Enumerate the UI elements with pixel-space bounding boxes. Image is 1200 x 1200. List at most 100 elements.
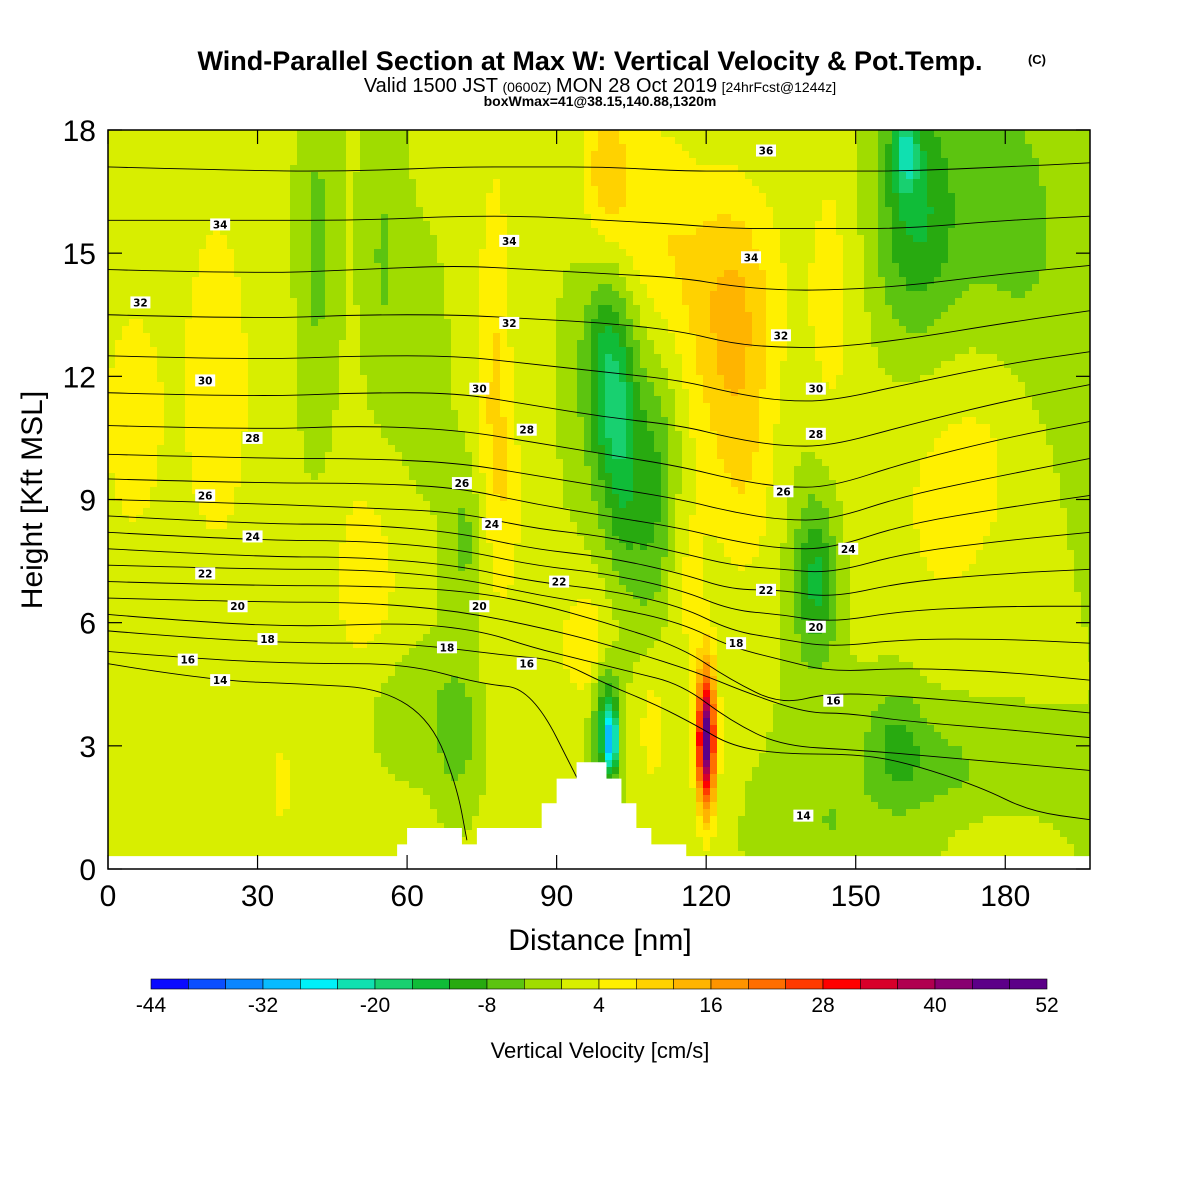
w-cell [479,256,487,264]
w-cell [381,207,389,215]
w-cell [458,137,466,145]
w-cell [906,270,914,278]
w-cell [990,214,998,222]
w-cell [360,270,368,278]
w-cell [682,186,690,194]
w-cell [850,172,858,180]
w-cell [234,284,242,292]
w-cell [325,165,333,173]
w-cell [829,284,837,292]
w-cell [325,298,333,306]
w-cell [451,333,459,341]
w-cell [248,284,256,292]
w-cell [108,256,116,264]
w-cell [934,137,942,145]
w-cell [297,368,305,376]
w-cell [185,375,193,383]
w-cell [171,305,179,313]
w-cell [1081,221,1089,229]
w-cell [1046,221,1054,229]
w-cell [934,298,942,306]
w-cell [276,137,284,145]
w-cell [1018,165,1026,173]
w-cell [269,270,277,278]
w-cell [332,144,340,152]
w-cell [1004,298,1012,306]
w-cell [360,326,368,334]
w-cell [1081,361,1089,369]
w-cell [269,179,277,187]
w-cell [815,312,823,320]
w-cell [780,158,788,166]
w-cell [304,284,312,292]
w-cell [206,200,214,208]
w-cell [150,291,158,299]
w-cell [843,340,851,348]
w-cell [983,263,991,271]
w-cell [395,200,403,208]
w-cell [528,319,536,327]
w-cell [1039,361,1047,369]
w-cell [752,179,760,187]
w-cell [185,368,193,376]
w-cell [514,340,522,348]
w-cell [647,256,655,264]
w-cell [528,347,536,355]
w-cell [969,333,977,341]
w-cell [1074,284,1082,292]
w-cell [465,193,473,201]
w-cell [416,256,424,264]
w-cell [248,158,256,166]
w-cell [647,165,655,173]
w-cell [451,270,459,278]
w-cell [1011,172,1019,180]
w-cell [360,228,368,236]
w-cell [353,242,361,250]
w-cell [542,291,550,299]
w-cell [640,200,648,208]
w-cell [416,151,424,159]
w-cell [682,361,690,369]
w-cell [276,368,284,376]
w-cell [633,179,641,187]
w-cell [115,277,123,285]
w-cell [962,361,970,369]
w-cell [304,270,312,278]
w-cell [773,186,781,194]
w-cell [570,326,578,334]
w-cell [542,263,550,271]
w-cell [157,263,165,271]
w-cell [360,368,368,376]
w-cell [465,298,473,306]
w-cell [591,249,599,257]
w-cell [535,235,543,243]
w-cell [150,207,158,215]
w-cell [584,172,592,180]
w-cell [759,298,767,306]
w-cell [619,221,627,229]
w-cell [731,347,739,355]
w-cell [528,298,536,306]
w-cell [864,312,872,320]
w-cell [787,144,795,152]
w-cell [535,326,543,334]
w-cell [871,200,879,208]
w-cell [948,347,956,355]
w-cell [549,144,557,152]
w-cell [465,200,473,208]
w-cell [353,179,361,187]
w-cell [528,207,536,215]
w-cell [864,200,872,208]
w-cell [108,193,116,201]
w-cell [521,158,529,166]
w-cell [843,228,851,236]
w-cell [199,277,207,285]
w-cell [1039,200,1047,208]
w-cell [346,368,354,376]
w-cell [122,319,130,327]
w-cell [619,270,627,278]
w-cell [990,361,998,369]
w-cell [115,263,123,271]
w-cell [640,221,648,229]
w-cell [542,270,550,278]
